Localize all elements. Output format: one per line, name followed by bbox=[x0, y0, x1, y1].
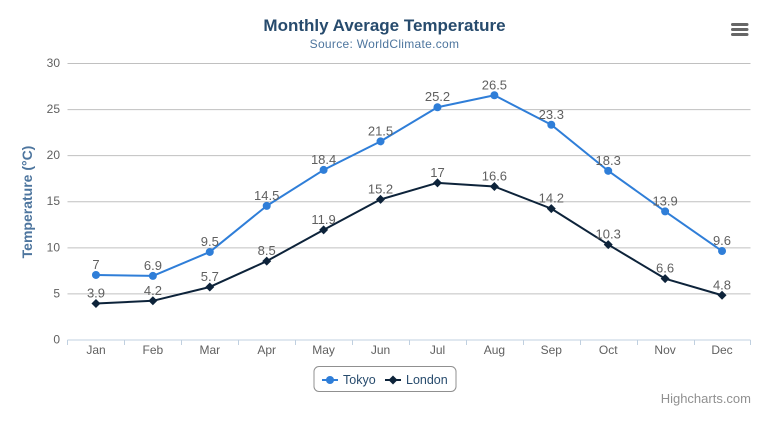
svg-text:25: 25 bbox=[47, 102, 61, 116]
svg-text:Jun: Jun bbox=[371, 343, 390, 357]
svg-text:26.5: 26.5 bbox=[482, 77, 507, 92]
svg-text:15: 15 bbox=[47, 194, 61, 208]
svg-text:6.6: 6.6 bbox=[656, 261, 674, 276]
svg-text:Sep: Sep bbox=[541, 343, 563, 357]
svg-text:5.7: 5.7 bbox=[201, 269, 219, 284]
svg-text:10: 10 bbox=[47, 240, 61, 254]
svg-text:10.3: 10.3 bbox=[596, 227, 621, 242]
svg-text:0: 0 bbox=[53, 333, 60, 347]
svg-text:11.9: 11.9 bbox=[311, 212, 335, 227]
svg-text:Mar: Mar bbox=[199, 343, 220, 357]
svg-text:Highcharts.com: Highcharts.com bbox=[661, 391, 751, 406]
svg-text:15.2: 15.2 bbox=[368, 181, 393, 196]
svg-text:23.3: 23.3 bbox=[539, 107, 564, 122]
svg-text:6.9: 6.9 bbox=[144, 258, 162, 273]
svg-text:4.8: 4.8 bbox=[713, 277, 731, 292]
svg-text:13.9: 13.9 bbox=[652, 193, 677, 208]
svg-text:25.2: 25.2 bbox=[425, 89, 450, 104]
svg-text:Dec: Dec bbox=[711, 343, 732, 357]
svg-text:17: 17 bbox=[430, 165, 444, 180]
svg-text:9.5: 9.5 bbox=[201, 234, 219, 249]
svg-text:20: 20 bbox=[47, 148, 61, 162]
svg-text:London: London bbox=[406, 373, 448, 387]
svg-text:Feb: Feb bbox=[143, 343, 164, 357]
svg-text:3.9: 3.9 bbox=[87, 286, 105, 301]
svg-text:14.2: 14.2 bbox=[539, 191, 564, 206]
svg-text:18.4: 18.4 bbox=[311, 152, 336, 167]
svg-text:May: May bbox=[312, 343, 335, 357]
svg-text:30: 30 bbox=[47, 56, 61, 70]
svg-text:Jan: Jan bbox=[86, 343, 105, 357]
svg-text:Nov: Nov bbox=[654, 343, 675, 357]
svg-text:Jul: Jul bbox=[430, 343, 445, 357]
svg-text:Source: WorldClimate.com: Source: WorldClimate.com bbox=[310, 37, 460, 51]
svg-text:Apr: Apr bbox=[257, 343, 276, 357]
svg-text:Temperature (°C): Temperature (°C) bbox=[19, 146, 35, 259]
svg-text:18.3: 18.3 bbox=[596, 153, 621, 168]
svg-text:8.5: 8.5 bbox=[258, 243, 276, 258]
svg-text:5: 5 bbox=[53, 286, 60, 300]
svg-text:Tokyo: Tokyo bbox=[343, 373, 376, 387]
svg-text:14.5: 14.5 bbox=[254, 188, 279, 203]
svg-text:9.6: 9.6 bbox=[713, 233, 731, 248]
svg-text:Oct: Oct bbox=[599, 343, 618, 357]
svg-text:16.6: 16.6 bbox=[482, 169, 507, 184]
svg-text:Aug: Aug bbox=[484, 343, 505, 357]
svg-text:Monthly Average Temperature: Monthly Average Temperature bbox=[263, 16, 505, 35]
svg-text:21.5: 21.5 bbox=[368, 123, 393, 138]
svg-text:4.2: 4.2 bbox=[144, 283, 162, 298]
svg-text:7: 7 bbox=[92, 257, 99, 272]
